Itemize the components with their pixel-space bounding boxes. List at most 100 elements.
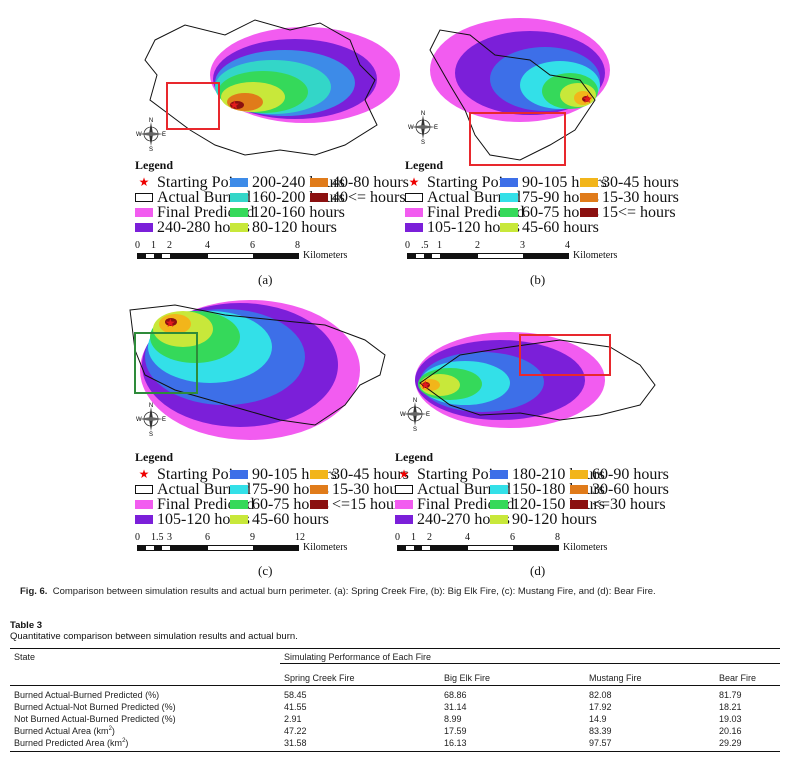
scale-tick: 2 — [427, 532, 432, 543]
legend-label: 60-75 hours — [252, 495, 329, 513]
table-body: Burned Actual-Burned Predicted (%) 58.45 6… — [10, 686, 780, 752]
legend-label: Actual Burned — [417, 480, 511, 498]
start-star-c: ★ — [165, 316, 176, 330]
row-label: Burned Predicted Area (km2) — [10, 737, 280, 752]
highlight-box-a — [166, 82, 220, 130]
outline-swatch — [135, 193, 153, 202]
table-cell: 83.39 — [589, 726, 612, 736]
color-swatch — [230, 515, 248, 524]
map-c: ★ — [129, 300, 386, 440]
compass-e: E — [162, 417, 166, 423]
color-swatch — [570, 500, 588, 509]
scale-tick: 2 — [475, 240, 480, 251]
scale-bar: 0 1.5 3 6 9 12 Kilometers — [135, 532, 365, 554]
scale-tick: 3 — [167, 532, 172, 543]
legend-title-0: Legend — [135, 158, 174, 172]
table-row: Burned Actual-Burned Predicted (%) 58.45 6… — [10, 686, 780, 702]
outline-swatch — [135, 485, 153, 494]
scale-tick: 1 — [437, 240, 442, 251]
color-swatch — [405, 223, 423, 232]
color-swatch — [500, 193, 518, 202]
color-swatch — [230, 500, 248, 509]
legend-label: 240-280 hours — [157, 218, 250, 236]
legend-label: Starting Point — [157, 465, 246, 483]
start-star-d: ★ — [420, 378, 431, 392]
color-swatch — [230, 208, 248, 217]
compass-s: S — [413, 427, 417, 431]
table-cell: 19.03 — [719, 714, 742, 724]
compass-rose-icon: N S W E — [136, 403, 166, 438]
compass-n: N — [149, 403, 153, 409]
legend-item: Actual Burned — [405, 188, 521, 206]
legend-label: 240-270 hours — [417, 510, 510, 528]
color-swatch — [580, 193, 598, 202]
compass-s: S — [149, 432, 153, 436]
predicted-zones-a — [210, 27, 400, 123]
legend-item: 15<= hours — [580, 204, 676, 221]
legend-item: 60-90 hours — [570, 465, 669, 483]
compass-s: S — [149, 147, 153, 151]
legend-label: 120-160 hours — [252, 203, 345, 221]
table-row: Burned Actual Area (km2) 47.22 17.59 83.39 2… — [10, 725, 780, 737]
color-swatch — [135, 223, 153, 232]
highlight-box-d — [519, 334, 611, 376]
state-header: State — [10, 648, 280, 664]
legend-label: 45-60 hours — [522, 218, 599, 236]
col-mustang: Mustang Fire — [585, 663, 715, 686]
legend-item: 60-75 hours — [500, 203, 599, 221]
legend-label: 105-120 hours — [427, 218, 520, 236]
table-cell: 2.91 — [284, 714, 302, 724]
compass-n: N — [421, 111, 425, 117]
color-swatch — [500, 208, 518, 217]
table-cell: 97.57 — [585, 737, 715, 752]
legend-item: Actual Burned — [135, 188, 251, 206]
scale-tick: 1 — [411, 532, 416, 543]
legend-label: 60-75 hours — [522, 203, 599, 221]
row-label: Not Burned Actual-Burned Predicted (%) — [14, 714, 176, 724]
legend-title-1: Legend — [405, 158, 444, 172]
color-swatch — [230, 178, 248, 187]
predicted-zones-b — [430, 18, 610, 122]
scale-tick: 9 — [250, 532, 255, 543]
legend-item: 45-60 hours — [500, 218, 599, 236]
actual-burned-outline-d — [419, 339, 656, 421]
outline-swatch — [395, 485, 413, 494]
legend-item: Actual Burned — [135, 481, 251, 498]
color-swatch — [135, 515, 153, 524]
legend-item: 40<= hours — [310, 189, 406, 206]
legend-item: 75-90 hours — [500, 189, 599, 206]
star-icon: ★ — [138, 175, 150, 189]
panel-label-1: (b) — [530, 272, 546, 287]
legend-item: ★ Starting Point — [405, 174, 516, 191]
legend-label: Final Predicted — [157, 495, 255, 513]
compass-a: N S W E — [136, 117, 166, 153]
legend-item: Final Predicted — [405, 204, 524, 221]
scale-bar: 0 1 2 4 6 8 Kilometers — [135, 240, 365, 262]
table-cell: 14.9 — [589, 714, 607, 724]
compass-rose-icon: N S W E — [400, 398, 430, 433]
star-icon: ★ — [138, 467, 150, 481]
scale-bar: 0 1 2 4 6 8 Kilometers — [395, 532, 625, 554]
legend-item: ★ Starting Point — [135, 174, 246, 191]
legend-label: Actual Burned — [427, 188, 521, 206]
color-swatch — [570, 470, 588, 479]
legend-item: 80-120 hours — [230, 219, 337, 236]
scale-unit: Kilometers — [563, 542, 608, 553]
scale-tick: 6 — [205, 532, 210, 543]
table-cell: 82.08 — [589, 690, 612, 700]
legend-label: Final Predicted — [417, 495, 515, 513]
legend-label: Actual Burned — [157, 188, 251, 206]
legend-label: Starting Point — [417, 465, 506, 483]
legend-item: 105-120 hours — [135, 511, 250, 528]
table-cell: 58.45 — [284, 690, 307, 700]
scale-bar: 0 .5 1 2 3 4 Kilometers — [405, 240, 635, 262]
col-big-elk: Big Elk Fire — [440, 663, 585, 686]
legend-item: 15-30 hours — [310, 481, 409, 498]
table-header-row: State Simulating Performance of Each Fir… — [10, 648, 780, 664]
legend-label: 60-90 hours — [592, 465, 669, 483]
legend-label: Final Predicted — [157, 203, 255, 221]
scale-tick: 4 — [565, 240, 570, 251]
table-cell: 31.14 — [444, 702, 467, 712]
panel-label-2: (c) — [258, 563, 273, 578]
color-swatch — [570, 485, 588, 494]
